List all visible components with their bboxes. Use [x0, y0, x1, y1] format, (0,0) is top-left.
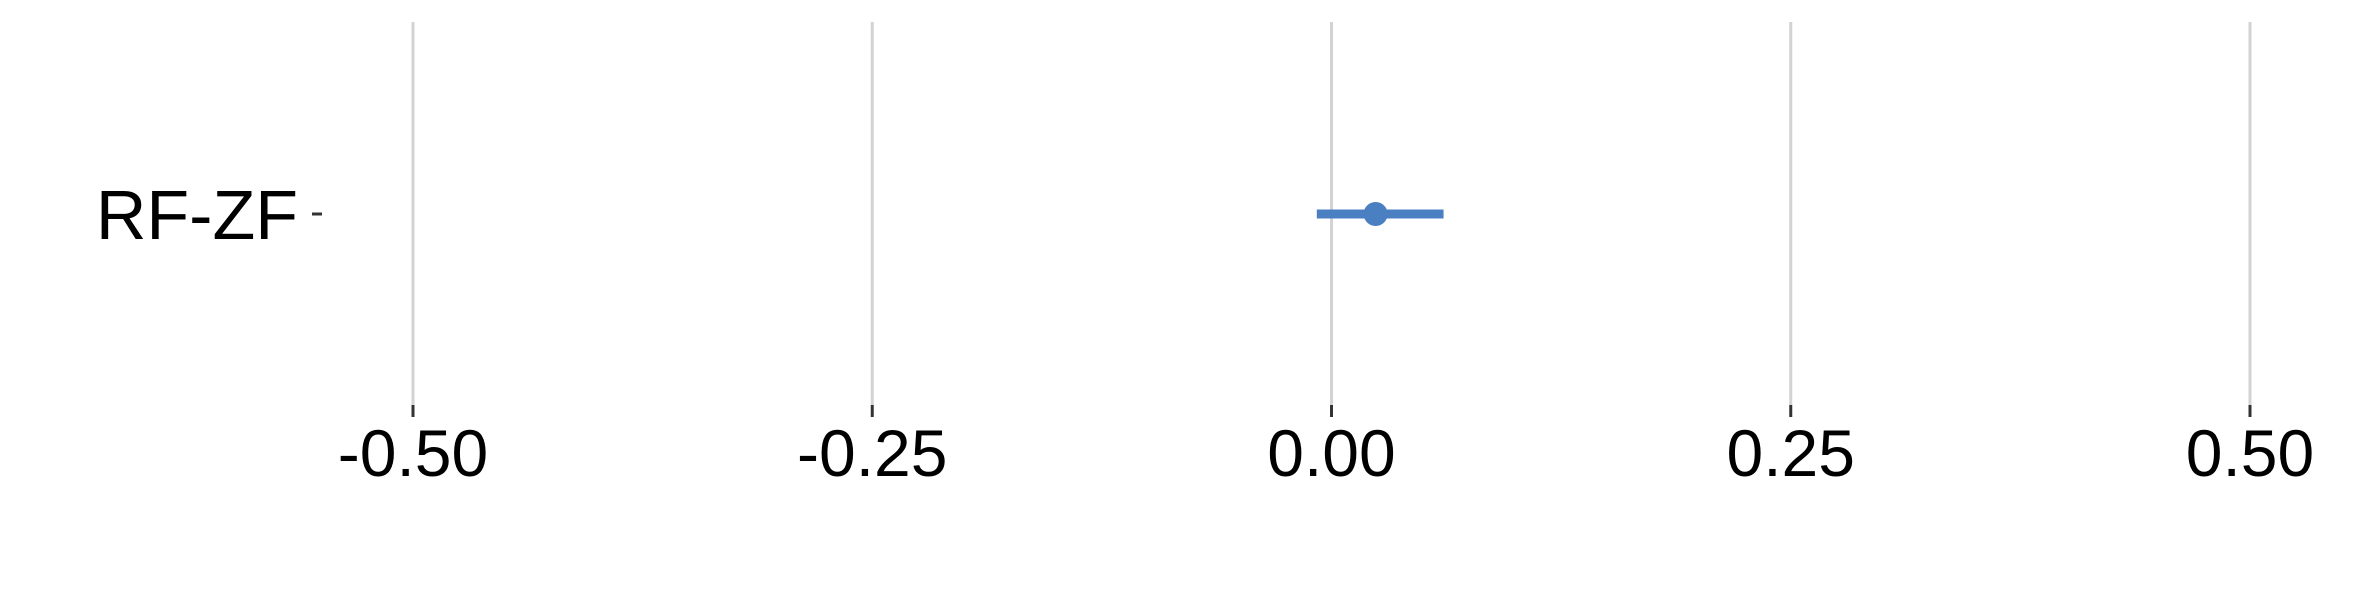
y-axis-ticks: RF-ZF [96, 176, 322, 254]
x-tick-label: -0.25 [797, 416, 947, 490]
x-tick-label: -0.50 [338, 416, 488, 490]
x-axis-ticks: -0.50 -0.25 0.00 0.25 0.50 [338, 405, 2314, 490]
point-estimate [1363, 202, 1388, 226]
x-tick-label: 0.00 [1267, 416, 1395, 490]
x-tick-label: 0.25 [1727, 416, 1855, 490]
plot-marks [1316, 202, 1444, 226]
x-tick-label: 0.50 [2186, 416, 2314, 490]
y-category-label: RF-ZF [96, 176, 298, 254]
